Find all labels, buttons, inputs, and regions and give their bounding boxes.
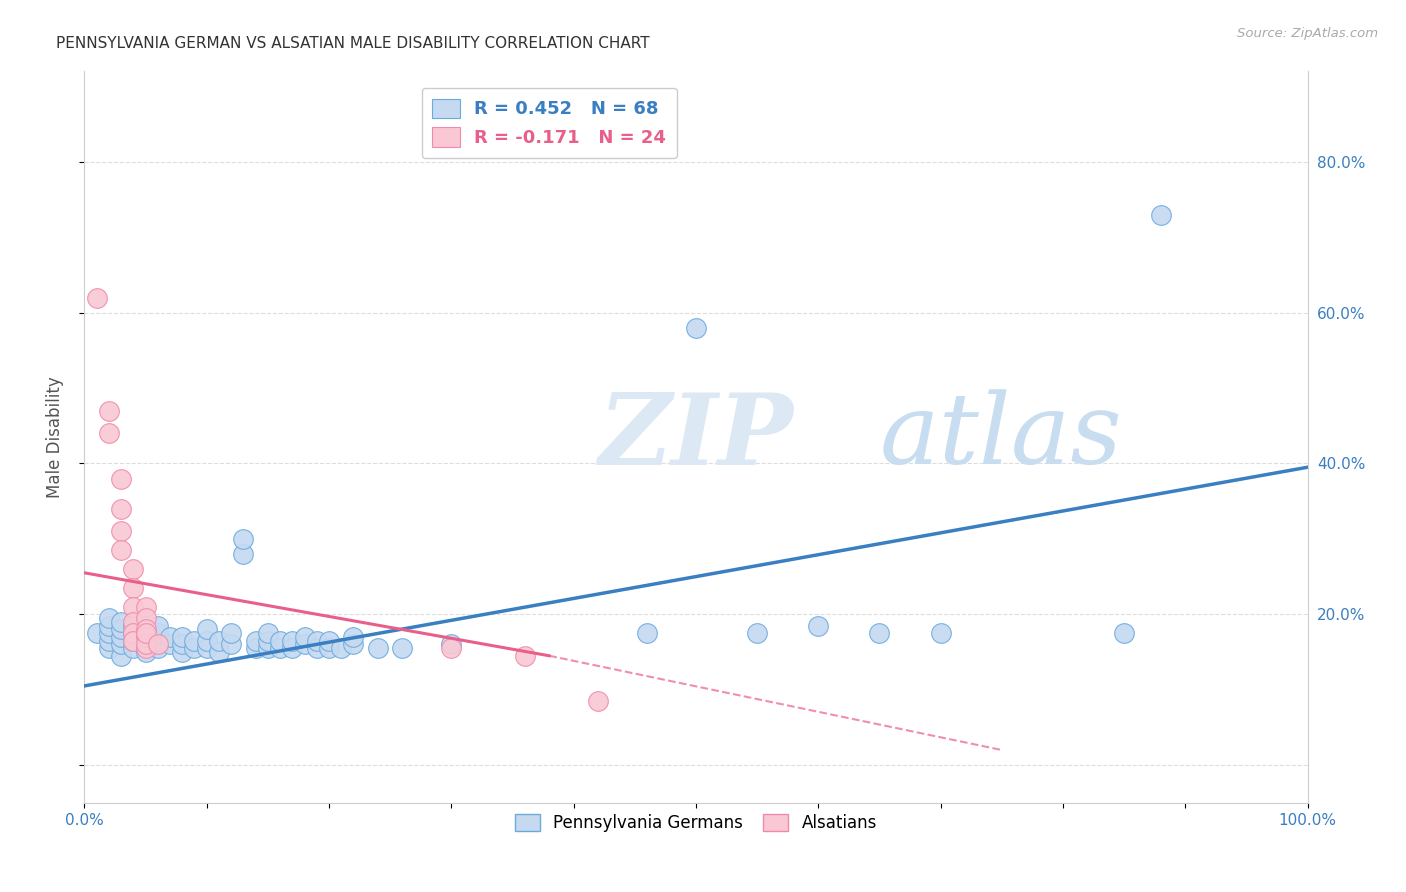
Point bbox=[391, 641, 413, 656]
Point bbox=[257, 626, 280, 640]
Point bbox=[135, 637, 157, 651]
Point bbox=[146, 637, 169, 651]
Point bbox=[586, 694, 609, 708]
Point bbox=[122, 618, 145, 632]
Point bbox=[208, 633, 231, 648]
Point bbox=[636, 626, 658, 640]
Point bbox=[146, 641, 169, 656]
Point bbox=[159, 630, 181, 644]
Point bbox=[135, 641, 157, 656]
Point bbox=[1114, 626, 1136, 640]
Point bbox=[208, 645, 231, 659]
Point bbox=[318, 641, 340, 656]
Point bbox=[440, 641, 463, 656]
Point bbox=[122, 641, 145, 656]
Point bbox=[135, 623, 157, 637]
Point bbox=[245, 641, 267, 656]
Text: PENNSYLVANIA GERMAN VS ALSATIAN MALE DISABILITY CORRELATION CHART: PENNSYLVANIA GERMAN VS ALSATIAN MALE DIS… bbox=[56, 36, 650, 51]
Point bbox=[183, 633, 205, 648]
Point bbox=[869, 626, 891, 640]
Point bbox=[172, 645, 194, 659]
Point bbox=[219, 637, 242, 651]
Point bbox=[97, 403, 120, 417]
Point bbox=[110, 524, 132, 539]
Point bbox=[342, 630, 364, 644]
Point bbox=[342, 637, 364, 651]
Point bbox=[122, 626, 145, 640]
Point bbox=[685, 320, 707, 334]
Text: Source: ZipAtlas.com: Source: ZipAtlas.com bbox=[1237, 27, 1378, 40]
Point bbox=[318, 633, 340, 648]
Point bbox=[97, 641, 120, 656]
Y-axis label: Male Disability: Male Disability bbox=[45, 376, 63, 498]
Point bbox=[513, 648, 536, 663]
Point bbox=[269, 633, 291, 648]
Text: ZIP: ZIP bbox=[598, 389, 793, 485]
Point bbox=[122, 626, 145, 640]
Point bbox=[269, 641, 291, 656]
Point bbox=[281, 641, 304, 656]
Point bbox=[172, 637, 194, 651]
Point bbox=[86, 626, 108, 640]
Point bbox=[294, 637, 316, 651]
Point bbox=[294, 630, 316, 644]
Point bbox=[122, 633, 145, 648]
Point bbox=[1150, 208, 1173, 222]
Point bbox=[110, 623, 132, 637]
Point bbox=[183, 641, 205, 656]
Point bbox=[110, 471, 132, 485]
Point bbox=[135, 599, 157, 614]
Point bbox=[97, 618, 120, 632]
Point bbox=[135, 630, 157, 644]
Point bbox=[807, 618, 830, 632]
Point bbox=[122, 615, 145, 629]
Point bbox=[110, 615, 132, 629]
Point bbox=[135, 626, 157, 640]
Point bbox=[122, 633, 145, 648]
Point bbox=[245, 633, 267, 648]
Point bbox=[257, 633, 280, 648]
Point bbox=[146, 633, 169, 648]
Point bbox=[747, 626, 769, 640]
Point bbox=[929, 626, 952, 640]
Point bbox=[146, 618, 169, 632]
Point bbox=[440, 637, 463, 651]
Point bbox=[195, 623, 218, 637]
Point bbox=[135, 645, 157, 659]
Point bbox=[135, 637, 157, 651]
Point bbox=[257, 641, 280, 656]
Point bbox=[232, 532, 254, 546]
Point bbox=[195, 641, 218, 656]
Point bbox=[135, 630, 157, 644]
Point bbox=[86, 291, 108, 305]
Point bbox=[172, 630, 194, 644]
Point bbox=[97, 633, 120, 648]
Point bbox=[367, 641, 389, 656]
Point bbox=[97, 611, 120, 625]
Point bbox=[195, 633, 218, 648]
Text: atlas: atlas bbox=[880, 390, 1122, 484]
Point bbox=[135, 623, 157, 637]
Point bbox=[232, 547, 254, 561]
Point bbox=[110, 637, 132, 651]
Point bbox=[305, 641, 328, 656]
Point bbox=[146, 626, 169, 640]
Point bbox=[110, 630, 132, 644]
Point bbox=[281, 633, 304, 648]
Point bbox=[159, 637, 181, 651]
Point bbox=[97, 626, 120, 640]
Point bbox=[122, 599, 145, 614]
Point bbox=[122, 562, 145, 576]
Point bbox=[122, 581, 145, 595]
Point bbox=[110, 648, 132, 663]
Point bbox=[305, 633, 328, 648]
Legend: Pennsylvania Germans, Alsatians: Pennsylvania Germans, Alsatians bbox=[509, 807, 883, 838]
Point bbox=[135, 611, 157, 625]
Point bbox=[110, 501, 132, 516]
Point bbox=[330, 641, 353, 656]
Point bbox=[97, 426, 120, 441]
Point bbox=[219, 626, 242, 640]
Point bbox=[110, 543, 132, 558]
